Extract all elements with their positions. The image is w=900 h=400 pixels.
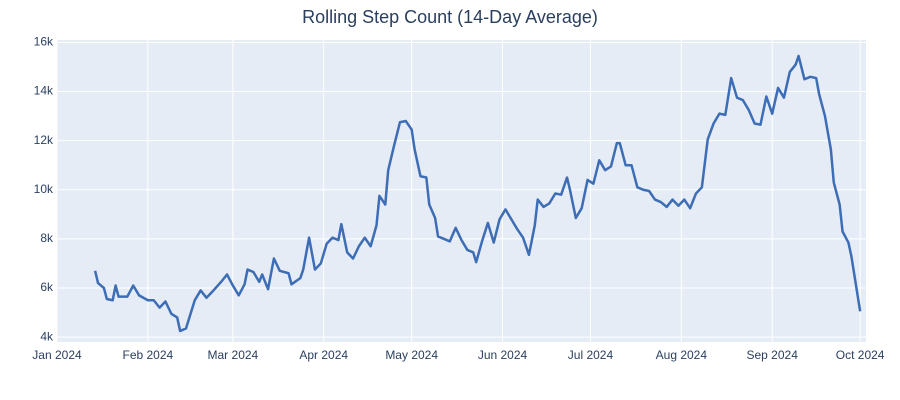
plot-background [57, 40, 866, 342]
data-line [93, 54, 862, 333]
chart-title: Rolling Step Count (14-Day Average) [302, 7, 598, 27]
x-tick-label: Feb 2024 [123, 348, 174, 362]
x-tick-label: Jan 2024 [32, 348, 82, 362]
y-tick-label: 8k [40, 231, 54, 245]
y-tick-label: 6k [40, 280, 54, 294]
x-tick-label: Sep 2024 [747, 348, 799, 362]
x-tick-label: Jul 2024 [568, 348, 614, 362]
x-tick-label: Mar 2024 [208, 348, 259, 362]
x-tick-label: May 2024 [385, 348, 438, 362]
y-tick-label: 16k [34, 35, 54, 49]
x-tick-label: Oct 2024 [836, 348, 885, 362]
y-tick-label: 12k [34, 133, 54, 147]
x-tick-label: Jun 2024 [478, 348, 528, 362]
x-tick-label: Aug 2024 [656, 348, 708, 362]
y-tick-label: 4k [40, 329, 54, 343]
y-tick-label: 14k [34, 84, 54, 98]
x-tick-label: Apr 2024 [299, 348, 348, 362]
y-tick-label: 10k [34, 182, 54, 196]
